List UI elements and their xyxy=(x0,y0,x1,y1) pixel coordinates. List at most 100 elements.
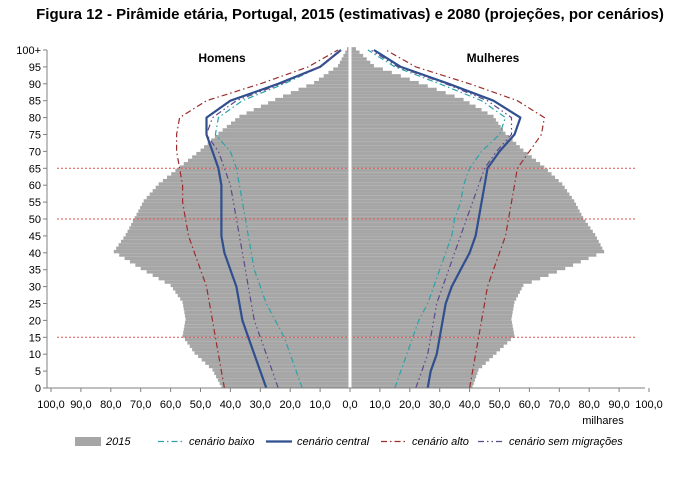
y-tick-label: 85 xyxy=(29,96,41,108)
bar-2015-men xyxy=(217,378,349,382)
bar-2015-men xyxy=(183,304,349,308)
y-tick-label: 95 xyxy=(29,62,41,74)
series-line-men xyxy=(214,49,342,389)
series-line-men xyxy=(205,49,342,389)
bar-2015-women xyxy=(351,239,599,244)
bar-2015-women xyxy=(351,300,515,304)
bar-2015-women xyxy=(351,320,513,325)
bar-2015-women xyxy=(351,233,596,237)
bar-2015-women xyxy=(351,70,392,75)
bar-2015-men xyxy=(124,256,349,261)
bar-2015-men xyxy=(123,236,349,240)
bar-2015-men xyxy=(141,202,349,206)
bar-2015-men xyxy=(253,107,349,112)
bar-2015-men xyxy=(347,47,349,51)
legend-label: cenário baixo xyxy=(189,436,254,448)
bar-2015-men xyxy=(125,233,349,237)
bar-2015-women xyxy=(351,280,532,284)
bar-2015-men xyxy=(328,70,349,75)
y-tick-label: 5 xyxy=(35,366,41,378)
bar-2015-women xyxy=(351,226,591,230)
y-tick-label: 25 xyxy=(29,299,41,311)
bar-2015-women xyxy=(351,80,419,85)
bar-2015-men xyxy=(290,91,349,95)
series-line-women xyxy=(370,49,513,389)
bar-2015-men xyxy=(116,246,349,250)
bar-2015-women xyxy=(351,114,494,119)
bar-2015-men xyxy=(189,344,349,348)
bar-2015-women xyxy=(351,307,514,311)
bar-2015-men xyxy=(235,118,349,122)
bar-2015-men xyxy=(171,172,349,176)
bar-2015-women xyxy=(351,256,589,261)
bar-2015-women xyxy=(351,310,513,315)
bar-2015-men xyxy=(187,158,349,163)
bar-2015-women xyxy=(351,135,510,139)
men-label: Homens xyxy=(198,51,246,65)
bar-2015-men xyxy=(179,165,349,169)
bar-2015-women xyxy=(351,270,557,274)
y-tick-label: 90 xyxy=(29,79,41,91)
bar-2015-women xyxy=(351,212,582,217)
x-tick-label: 40,0 xyxy=(220,399,241,411)
bar-2015-men xyxy=(343,53,349,58)
bar-2015-men xyxy=(185,317,349,321)
bar-2015-women xyxy=(351,381,474,386)
bar-2015-women xyxy=(351,375,477,379)
axes-layer xyxy=(43,49,650,392)
bar-2015-women xyxy=(351,364,483,369)
bar-2015-men xyxy=(143,199,349,203)
bar-2015-men xyxy=(184,314,349,318)
bar-2015-men xyxy=(323,74,349,78)
bar-2015-women xyxy=(351,314,513,318)
bar-2015-men xyxy=(214,135,349,139)
bar-2015-women xyxy=(351,378,475,382)
bar-2015-women xyxy=(351,202,577,206)
y-tick-label: 45 xyxy=(29,231,41,243)
bar-2015-women xyxy=(351,162,541,166)
bar-2015-men xyxy=(140,206,349,210)
bar-2015-men xyxy=(200,148,349,152)
x-tick-label: 70,0 xyxy=(130,399,151,411)
bar-2015-men xyxy=(205,361,349,365)
bar-2015-women xyxy=(351,331,514,335)
x-tick-label: 10,0 xyxy=(309,399,330,411)
bar-2015-men xyxy=(222,128,349,132)
chart-title: Figura 12 - Pirâmide etária, Portugal, 2… xyxy=(36,6,664,23)
bar-2015-men xyxy=(184,324,349,328)
y-tick-label: 30 xyxy=(29,282,41,294)
bar-2015-women xyxy=(351,266,566,271)
bar-2015-women xyxy=(351,344,504,348)
bar-2015-men xyxy=(183,331,349,335)
bar-2015-women xyxy=(351,124,501,129)
bar-2015-women xyxy=(351,185,565,190)
bar-2015-men xyxy=(135,263,349,267)
bar-2015-men xyxy=(131,222,349,227)
bar-2015-men xyxy=(207,141,349,146)
bar-2015-women xyxy=(351,178,559,183)
bar-2015-women xyxy=(351,84,428,88)
y-tick-label: 75 xyxy=(29,130,41,142)
bar-2015-men xyxy=(152,189,349,193)
bar-2015-women xyxy=(351,293,519,298)
bar-2015-women xyxy=(351,361,486,365)
bar-2015-women xyxy=(351,216,584,220)
bar-2015-men xyxy=(184,310,349,315)
bar-2015-men xyxy=(283,94,349,98)
bar-2015-women xyxy=(351,175,556,179)
y-tick-label: 10 xyxy=(29,349,41,361)
bar-2015-women xyxy=(351,385,473,389)
bar-2015-women xyxy=(351,304,514,308)
bar-2015-men xyxy=(119,253,349,257)
x-unit-label: milhares xyxy=(582,415,624,427)
bar-2015-men xyxy=(345,50,349,54)
series-line-women xyxy=(367,49,507,389)
legend-swatch-2015 xyxy=(75,437,101,446)
bar-2015-women xyxy=(351,327,514,332)
bar-2015-men xyxy=(246,111,349,115)
bar-2015-men xyxy=(182,334,349,338)
bar-2015-women xyxy=(351,148,524,152)
bar-2015-men xyxy=(268,101,349,105)
bar-2015-men xyxy=(260,104,349,108)
